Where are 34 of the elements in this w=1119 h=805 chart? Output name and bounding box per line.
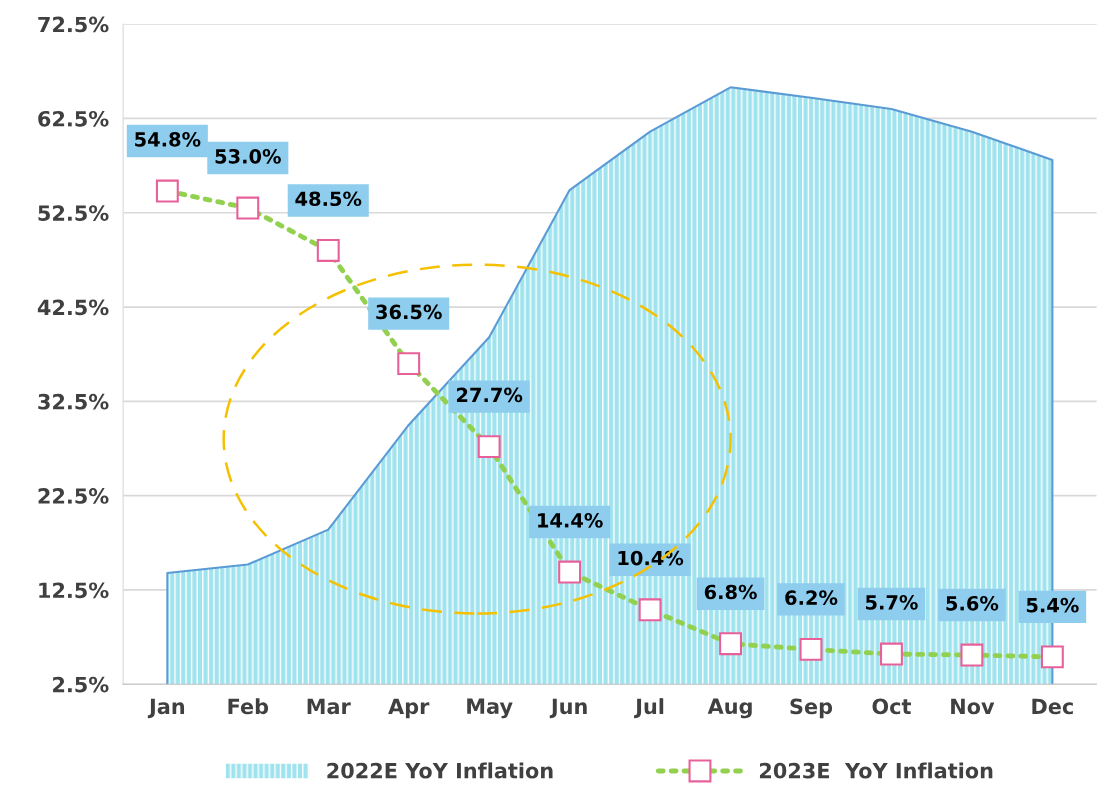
x-tick-label: Oct xyxy=(872,698,911,715)
x-tick-label: Jun xyxy=(549,698,587,719)
data-label: 5.4% xyxy=(1026,597,1079,613)
y-tick-label: 12.5% xyxy=(39,582,109,599)
y-tick-label: 72.5% xyxy=(38,16,109,33)
x-tick-label: Feb xyxy=(228,698,269,715)
y-tick-label: 62.5% xyxy=(38,110,109,127)
x-tick-label: Mar xyxy=(307,698,351,715)
y-tick-label: 2.5% xyxy=(53,676,109,693)
data-label: 53.0% xyxy=(215,148,281,164)
data-label: 6.2% xyxy=(785,590,838,605)
y-tick-label: 42.5% xyxy=(37,299,109,316)
legend-label: 2022E YoY Inflation xyxy=(327,762,553,779)
x-tick-label: Jul xyxy=(634,698,664,719)
y-tick-label: 22.5% xyxy=(38,488,109,504)
x-tick-label: Sep xyxy=(790,698,833,719)
data-label: 5.7% xyxy=(865,595,918,610)
y-tick-label: 52.5% xyxy=(38,205,109,221)
data-label: 27.7% xyxy=(456,387,523,403)
data-label: 6.8% xyxy=(704,584,757,600)
x-tick-label: Nov xyxy=(951,698,995,715)
data-label: 48.5% xyxy=(295,191,362,207)
data-label: 54.8% xyxy=(135,132,201,147)
data-label: 10.4% xyxy=(618,550,684,566)
data-label: 5.6% xyxy=(946,595,999,611)
x-tick-label: Aug xyxy=(707,698,752,719)
data-label: 36.5% xyxy=(376,304,442,320)
x-tick-label: Apr xyxy=(388,698,430,719)
x-tick-label: Jan xyxy=(147,698,185,719)
x-tick-label: Dec xyxy=(1032,698,1073,715)
x-tick-label: May xyxy=(467,698,513,719)
y-tick-label: 32.5% xyxy=(38,393,109,410)
legend-label: 2023E YoY Inflation xyxy=(759,762,993,779)
data-label: 14.4% xyxy=(538,512,603,528)
